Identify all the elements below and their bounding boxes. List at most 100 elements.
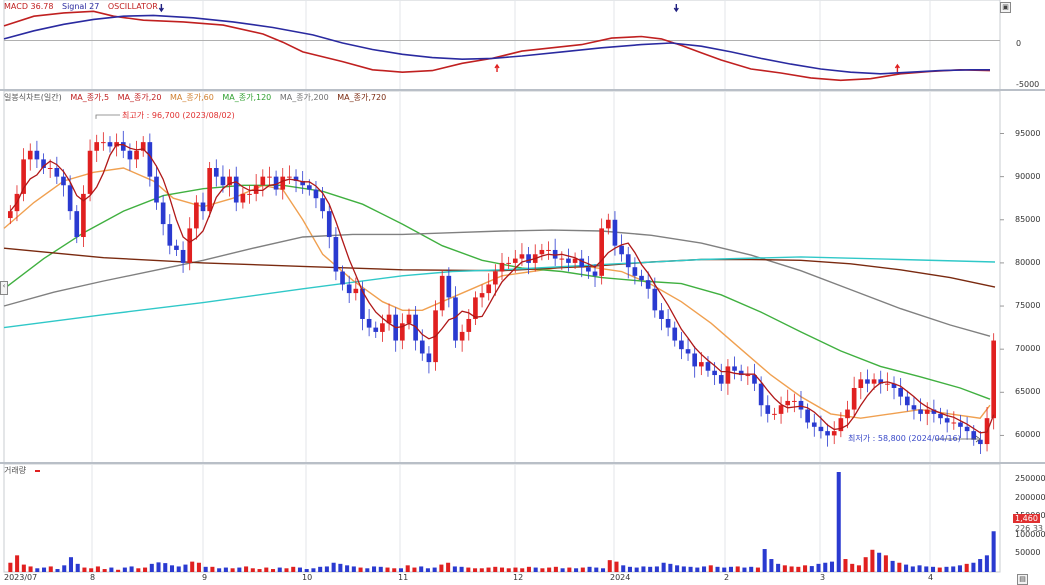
volume-bar <box>931 566 936 572</box>
volume-legend: 거래량 <box>4 465 46 476</box>
candle-body <box>579 258 585 268</box>
volume-bar <box>15 555 20 572</box>
candle-body <box>127 150 133 160</box>
price-ylabel: 95000 <box>1015 128 1041 138</box>
volume-bar <box>21 564 26 572</box>
candle-body <box>805 409 810 423</box>
candle-body <box>685 349 691 354</box>
candle-body <box>160 202 166 225</box>
volume-bar <box>870 549 875 572</box>
price-scroll-left-button[interactable]: ‹ <box>0 281 8 295</box>
volume-bar <box>560 568 565 572</box>
volume-bar <box>715 566 720 572</box>
volume-panel[interactable]: 거래량 25000020000015000010000050000 1,460 … <box>0 464 1045 585</box>
volume-bar <box>237 567 242 572</box>
buy-signal-arrow <box>894 63 900 72</box>
candle-body <box>273 176 279 190</box>
candle-body <box>652 288 658 311</box>
x-axis-label: 11 <box>398 573 409 582</box>
volume-bar <box>95 566 100 572</box>
volume-bar <box>991 531 996 572</box>
chart-settings-button[interactable]: ▤ <box>1017 574 1028 585</box>
volume-bar <box>843 559 848 572</box>
macd-legend-macd: MACD 36.78 <box>4 2 54 11</box>
candle-body <box>944 418 950 423</box>
x-axis-label: 2024 <box>610 573 631 582</box>
macd-legend-osc: OSCILLATOR <box>107 2 158 11</box>
candle-body <box>486 284 492 294</box>
candle-body <box>586 267 591 272</box>
panel-divider-1[interactable] <box>0 89 1045 91</box>
volume-bar <box>459 566 464 572</box>
macd-panel-menu-button[interactable]: ▣ <box>1000 2 1011 13</box>
legend-ma120: MA_종가,120 <box>222 93 272 102</box>
candle-body <box>506 262 511 264</box>
candle-body <box>340 271 345 285</box>
panel-divider-2[interactable] <box>0 462 1045 464</box>
volume-bar <box>479 568 484 572</box>
candle-body <box>898 387 903 397</box>
volume-bar <box>331 562 336 572</box>
volume-bar <box>318 566 323 572</box>
volume-bar <box>688 566 693 572</box>
plot-frame <box>3 0 1001 90</box>
macd-series-signal <box>3 14 990 75</box>
volume-bar <box>580 567 585 572</box>
candle-body <box>287 176 292 178</box>
volume-bar <box>971 562 976 572</box>
price-ylabel: 65000 <box>1015 387 1041 397</box>
candle-body <box>526 254 531 263</box>
volume-bar <box>809 566 814 572</box>
candle-body <box>134 150 139 160</box>
volume-bar <box>776 563 781 572</box>
candle-body <box>752 375 757 384</box>
price-ylabel: 90000 <box>1015 171 1041 181</box>
volume-bar <box>183 564 188 572</box>
volume-bar <box>782 565 787 572</box>
volume-bar <box>654 566 659 572</box>
volume-bar <box>136 568 141 572</box>
candle-body <box>94 142 100 151</box>
volume-bar <box>526 566 531 572</box>
candle-body <box>360 288 365 319</box>
volume-bar <box>89 568 94 572</box>
volume-bar <box>762 549 767 572</box>
volume-bar <box>668 563 673 572</box>
candle-body <box>267 176 272 178</box>
candle-body <box>978 439 983 445</box>
candle-body <box>247 193 252 195</box>
volume-bar <box>42 567 47 572</box>
volume-bar <box>338 563 343 572</box>
price-panel[interactable]: 일봉식차트(일간) MA_종가,5 MA_종가,20 MA_종가,60 MA_종… <box>0 91 1045 463</box>
candle-body <box>101 142 106 144</box>
low-note-arrow <box>975 435 981 443</box>
volume-bar <box>176 566 181 572</box>
candle-body <box>971 431 977 440</box>
volume-ylabel: 250000 <box>1015 474 1045 484</box>
volume-bar <box>452 566 457 572</box>
volume-bar <box>8 562 13 572</box>
macd-panel[interactable]: MACD 36.78 Signal 27 OSCILLATOR 0 -5000 … <box>0 0 1045 90</box>
sell-signal-arrow <box>673 4 679 13</box>
candle-body <box>765 405 771 414</box>
candle-body <box>865 379 870 384</box>
volume-bar <box>904 564 909 572</box>
candle-body <box>665 318 671 328</box>
candle-body <box>811 422 817 427</box>
candle-body <box>306 185 312 190</box>
candle-body <box>233 176 239 203</box>
candle-body <box>599 228 604 276</box>
volume-bar <box>277 567 282 572</box>
high-note-leader <box>95 114 120 119</box>
volume-bar <box>486 567 491 572</box>
candle-body <box>479 293 485 298</box>
candle-body <box>459 331 465 341</box>
candle-body <box>187 228 193 263</box>
candle-body <box>320 198 325 212</box>
volume-bar <box>722 567 727 572</box>
volume-bar <box>648 566 653 572</box>
volume-bar <box>877 552 882 572</box>
candle-body <box>911 405 917 410</box>
candle-body <box>34 150 40 160</box>
volume-bar <box>244 566 249 572</box>
